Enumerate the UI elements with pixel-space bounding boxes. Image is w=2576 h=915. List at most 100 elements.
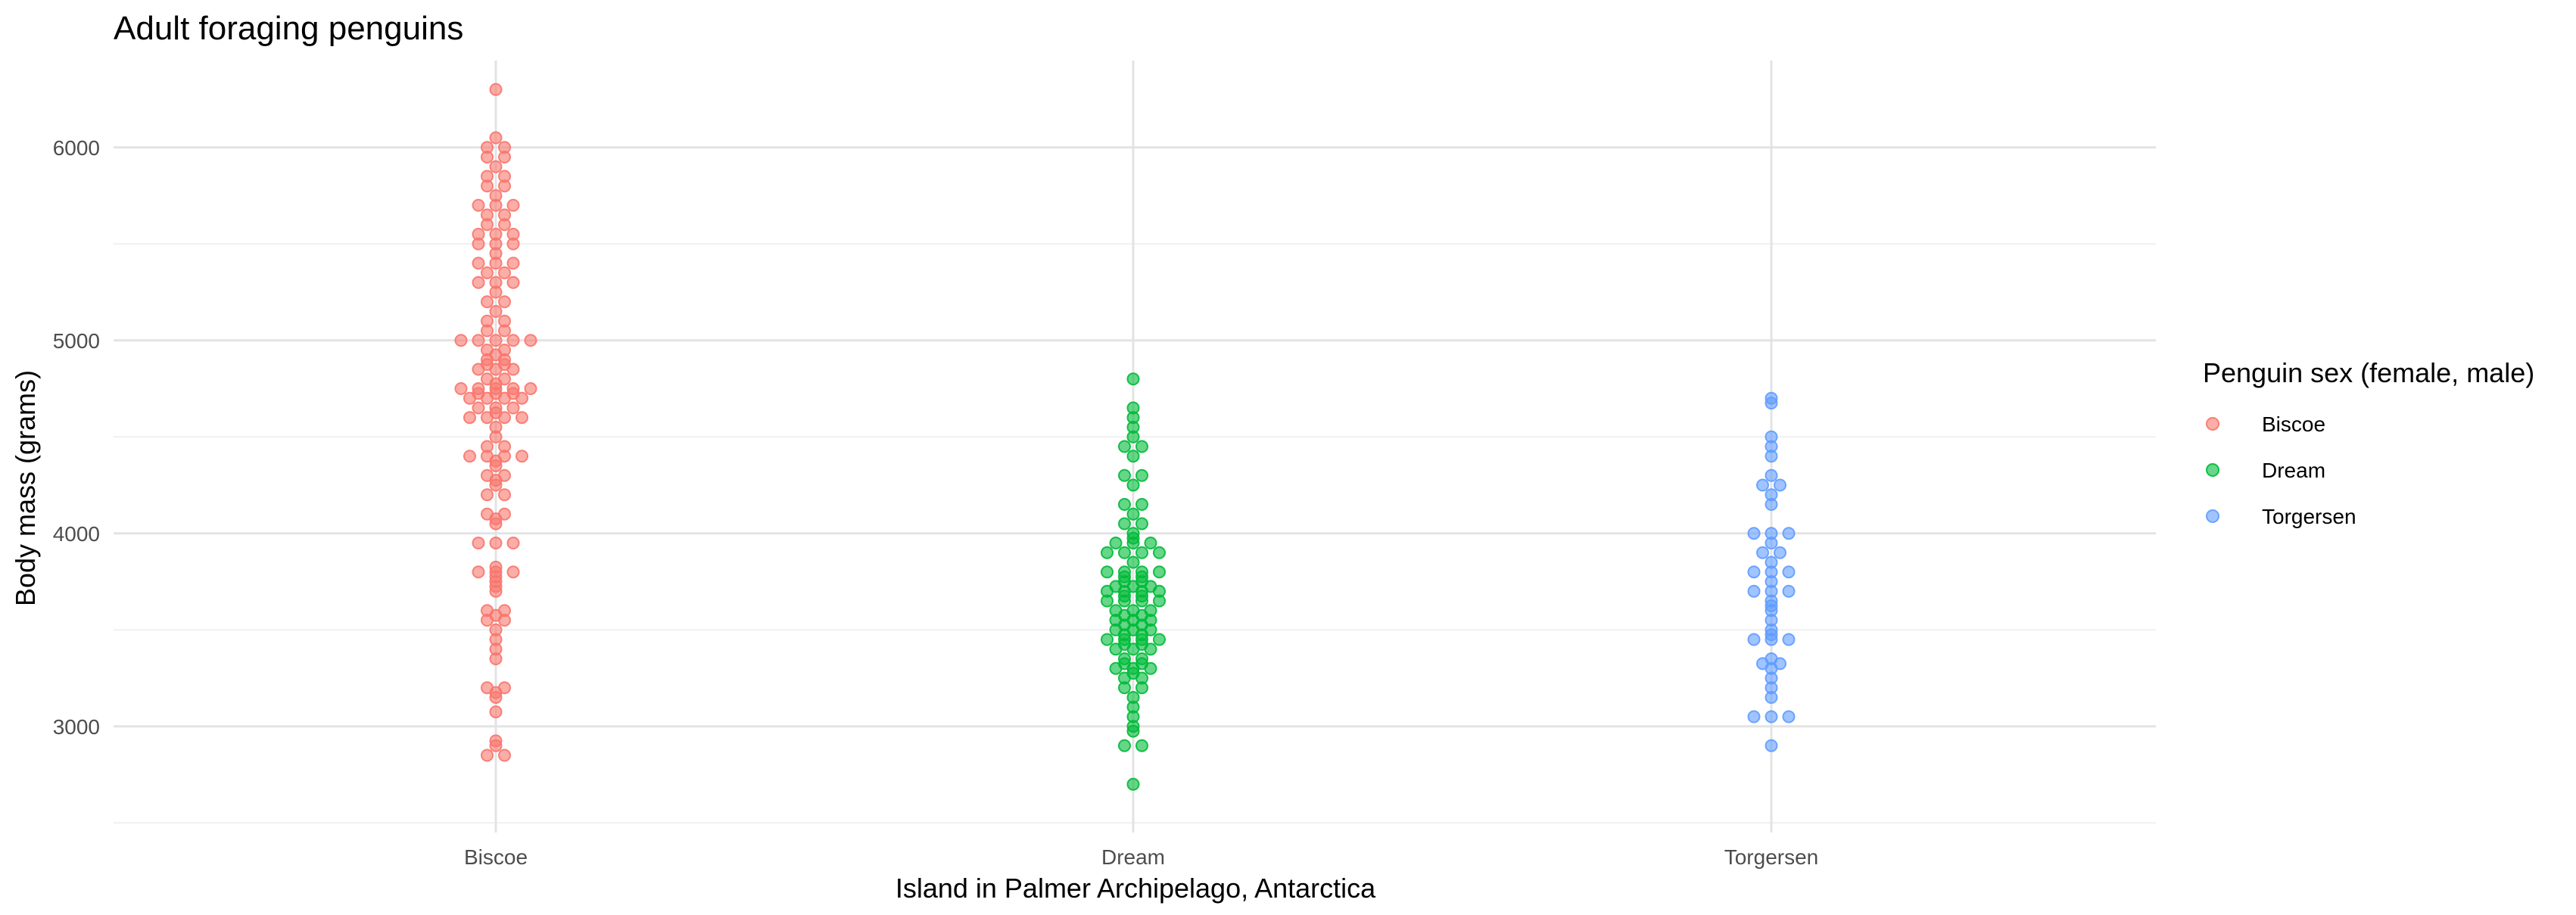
data-point-biscoe <box>463 450 476 463</box>
data-point-torgersen <box>1765 652 1778 665</box>
data-point-biscoe <box>489 189 503 202</box>
data-point-torgersen <box>1765 488 1778 502</box>
data-point-torgersen <box>1747 527 1761 540</box>
data-point-torgersen <box>1765 430 1778 443</box>
data-point-dream <box>1126 450 1140 463</box>
data-point-biscoe <box>498 295 511 309</box>
data-point-dream <box>1144 537 1157 549</box>
data-point-biscoe <box>472 257 485 270</box>
data-point-biscoe <box>498 488 511 502</box>
data-point-biscoe <box>506 382 520 395</box>
legend: Penguin sex (female, male) Biscoe Dream To… <box>2203 357 2534 528</box>
data-point-biscoe <box>481 681 494 695</box>
y-tick-labels: 3000 4000 5000 6000 <box>53 136 100 739</box>
data-point-dream <box>1118 498 1131 511</box>
data-point-dream <box>1101 546 1114 559</box>
data-point-biscoe <box>506 334 520 347</box>
data-point-biscoe <box>489 275 503 289</box>
data-point-biscoe <box>472 198 485 212</box>
y-tick-label: 3000 <box>53 715 100 739</box>
data-point-biscoe <box>498 372 511 386</box>
data-point-dream <box>1126 507 1140 521</box>
data-point-torgersen <box>1747 633 1761 646</box>
data-point-biscoe <box>489 305 503 318</box>
data-point-biscoe <box>498 314 511 328</box>
data-point-biscoe <box>489 401 503 415</box>
data-point-biscoe <box>481 314 494 328</box>
data-point-dream <box>1153 633 1166 646</box>
data-point-biscoe <box>524 382 537 395</box>
data-point-dream <box>1126 777 1140 791</box>
data-point-biscoe <box>472 334 485 347</box>
data-point-dream <box>1135 468 1148 482</box>
y-tick-label: 4000 <box>53 522 100 546</box>
data-point-biscoe <box>498 141 511 154</box>
data-point-dream <box>1118 440 1131 453</box>
data-point-biscoe <box>498 266 511 279</box>
data-point-biscoe <box>489 560 503 574</box>
data-point-torgersen <box>1765 391 1778 405</box>
chart-title: Adult foraging penguins <box>114 10 463 47</box>
data-point-biscoe <box>481 372 494 386</box>
legend-label: Biscoe <box>2262 412 2325 436</box>
data-point-dream <box>1109 604 1123 618</box>
data-point-biscoe <box>489 705 503 719</box>
data-point-biscoe <box>472 275 485 289</box>
data-point-torgersen <box>1782 710 1796 724</box>
data-point-dream <box>1126 478 1140 492</box>
data-point-biscoe <box>498 748 511 762</box>
y-axis-title: Body mass (grams) <box>10 370 41 606</box>
data-point-dream <box>1126 556 1140 569</box>
data-point-biscoe <box>481 468 494 482</box>
data-point-biscoe <box>498 344 511 356</box>
data-point-torgersen <box>1756 478 1769 492</box>
data-point-dream <box>1153 565 1166 579</box>
data-point-torgersen <box>1747 584 1761 598</box>
data-point-dream <box>1109 537 1123 549</box>
legend-key <box>2206 509 2219 523</box>
data-point-biscoe <box>454 382 468 395</box>
data-point-dream <box>1101 633 1114 646</box>
data-point-biscoe <box>516 450 528 463</box>
data-point-dream <box>1118 517 1131 531</box>
data-point-dream <box>1118 468 1131 482</box>
data-point-dream <box>1135 440 1148 453</box>
data-point-biscoe <box>506 565 520 579</box>
data-point-biscoe <box>472 228 485 241</box>
data-point-biscoe <box>489 734 503 748</box>
data-point-dream <box>1135 546 1148 559</box>
data-point-torgersen <box>1782 565 1796 579</box>
data-point-torgersen <box>1765 739 1778 752</box>
data-point-biscoe <box>489 334 503 347</box>
data-point-biscoe <box>489 228 503 241</box>
data-point-torgersen <box>1765 468 1778 482</box>
data-points <box>454 82 1796 791</box>
data-point-biscoe <box>472 401 485 415</box>
legend-key <box>2206 463 2219 477</box>
data-point-dream <box>1135 517 1148 531</box>
legend-items: Biscoe Dream Torgersen <box>2206 412 2356 528</box>
data-point-biscoe <box>489 537 503 549</box>
data-point-dream <box>1135 565 1148 579</box>
data-point-biscoe <box>472 382 485 395</box>
data-point-dream <box>1126 372 1140 386</box>
data-point-biscoe <box>506 228 520 241</box>
legend-label: Dream <box>2262 459 2325 482</box>
data-point-torgersen <box>1765 556 1778 569</box>
data-point-biscoe <box>498 170 511 183</box>
x-tick-labels: Biscoe Dream Torgersen <box>464 845 1818 869</box>
data-point-biscoe <box>506 401 520 415</box>
data-point-biscoe <box>463 411 476 425</box>
data-point-dream <box>1126 604 1140 618</box>
data-point-torgersen <box>1756 546 1769 559</box>
data-point-biscoe <box>489 160 503 173</box>
data-point-biscoe <box>472 537 485 549</box>
data-point-biscoe <box>489 131 503 145</box>
data-point-biscoe <box>489 82 503 96</box>
legend-label: Torgersen <box>2262 505 2356 528</box>
data-point-dream <box>1118 546 1131 559</box>
data-point-biscoe <box>489 421 503 434</box>
data-point-biscoe <box>506 275 520 289</box>
legend-title: Penguin sex (female, male) <box>2203 357 2534 388</box>
